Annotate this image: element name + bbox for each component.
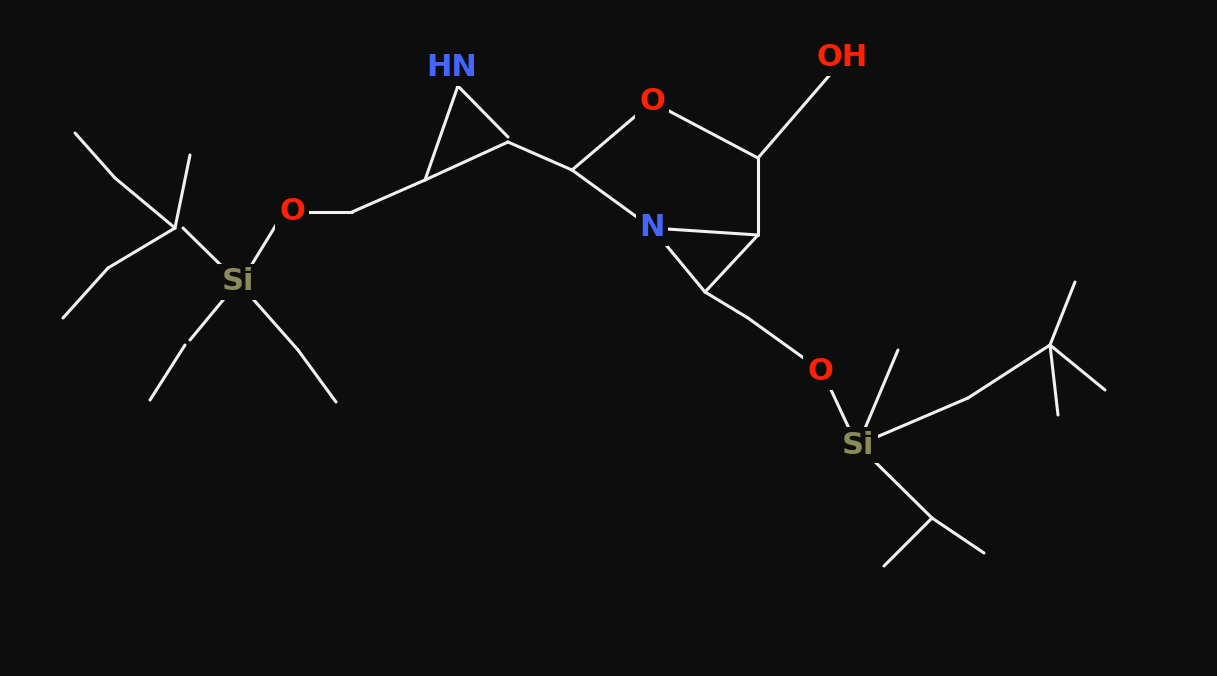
Text: O: O: [807, 358, 832, 387]
Text: HN: HN: [427, 53, 477, 82]
Text: O: O: [279, 197, 305, 226]
Text: Si: Si: [221, 268, 254, 297]
Text: N: N: [639, 214, 664, 243]
Text: O: O: [639, 87, 664, 116]
Text: Si: Si: [842, 431, 874, 460]
Text: OH: OH: [817, 43, 868, 72]
